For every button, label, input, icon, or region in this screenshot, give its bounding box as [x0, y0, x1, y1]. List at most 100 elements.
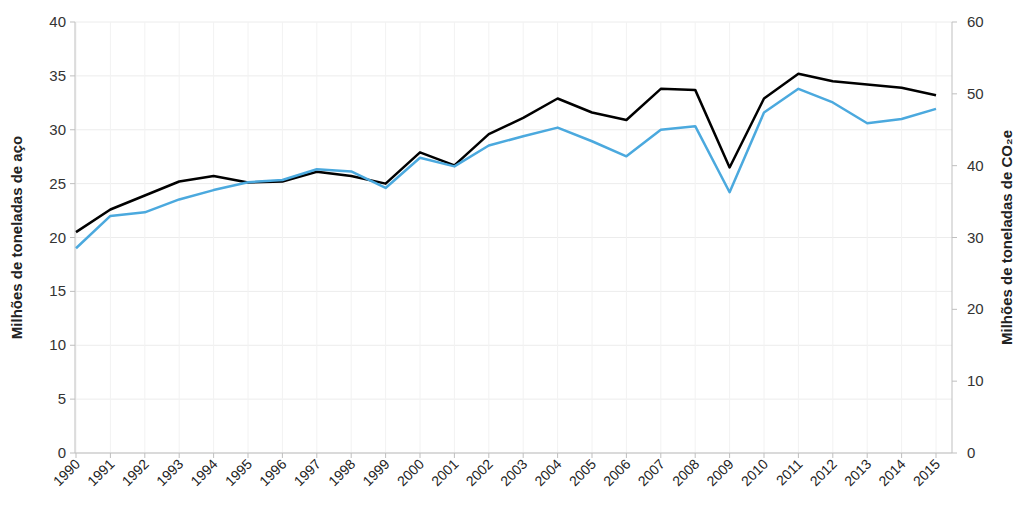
x-tick-label: 2007 — [635, 456, 668, 489]
x-tick-label: 2002 — [463, 456, 496, 489]
grid-line — [936, 22, 937, 453]
x-tick-label: 1992 — [119, 456, 152, 489]
grid-line — [75, 75, 952, 76]
grid-line — [75, 399, 952, 400]
tick — [523, 453, 524, 458]
tick — [70, 22, 75, 23]
x-tick-label: 2013 — [841, 456, 874, 489]
y2-tick-label: 40 — [967, 157, 984, 174]
x-tick-label: 2006 — [600, 456, 633, 489]
grid-line — [75, 453, 952, 454]
grid-line — [110, 22, 111, 453]
series-group — [76, 74, 936, 249]
grid-line — [385, 22, 386, 453]
y2-tick-label: 20 — [967, 300, 984, 317]
tick — [70, 183, 75, 184]
tick — [952, 381, 957, 382]
x-tick-label: 2009 — [703, 456, 736, 489]
tick — [952, 309, 957, 310]
grid-line — [420, 22, 421, 453]
grid-line — [75, 22, 952, 23]
y-tick-label: 15 — [49, 282, 66, 299]
tick — [952, 453, 957, 454]
tick — [70, 75, 75, 76]
tick — [454, 453, 455, 458]
x-tick-label: 1998 — [325, 456, 358, 489]
x-tick-label: 2004 — [531, 456, 564, 489]
grid-line — [351, 22, 352, 453]
grid-line — [523, 22, 524, 453]
tick — [316, 453, 317, 458]
tick — [695, 453, 696, 458]
tick — [488, 453, 489, 458]
x-tick-label: 2010 — [738, 456, 771, 489]
tick — [70, 237, 75, 238]
y2-tick-label: 50 — [967, 85, 984, 102]
tick — [70, 453, 75, 454]
tick — [70, 345, 75, 346]
x-axis — [75, 453, 952, 454]
x-tick-label: 1991 — [84, 456, 117, 489]
y2-tick-label: 10 — [967, 372, 984, 389]
y-tick-label: 10 — [49, 336, 66, 353]
grid-line — [316, 22, 317, 453]
y-tick-label: 25 — [49, 175, 66, 192]
y-tick-label: 35 — [49, 67, 66, 84]
tick — [76, 453, 77, 458]
x-tick-label: 1995 — [222, 456, 255, 489]
x-tick-label: 1990 — [50, 456, 83, 489]
tick — [213, 453, 214, 458]
grid-line — [592, 22, 593, 453]
grid-line — [213, 22, 214, 453]
x-tick-label: 2008 — [669, 456, 702, 489]
tick — [420, 453, 421, 458]
x-tick-label: 2012 — [807, 456, 840, 489]
tick — [832, 453, 833, 458]
tick — [282, 453, 283, 458]
y-tick-label: 5 — [58, 390, 66, 407]
grid-line — [488, 22, 489, 453]
tick — [952, 237, 957, 238]
grid-line — [75, 237, 952, 238]
tick — [592, 453, 593, 458]
x-tick-label: 2015 — [910, 456, 943, 489]
tick — [952, 93, 957, 94]
x-tick-label: 1993 — [153, 456, 186, 489]
grid-line — [75, 291, 952, 292]
tick — [385, 453, 386, 458]
grid-line — [248, 22, 249, 453]
grid-line — [557, 22, 558, 453]
grid-line — [76, 22, 77, 453]
grid-line — [454, 22, 455, 453]
tick — [248, 453, 249, 458]
tick — [901, 453, 902, 458]
tick — [70, 129, 75, 130]
x-tick-label: 1999 — [359, 456, 392, 489]
grid-line — [282, 22, 283, 453]
y-tick-label: 40 — [49, 13, 66, 30]
x-tick-label: 1996 — [256, 456, 289, 489]
tick — [557, 453, 558, 458]
tick — [626, 453, 627, 458]
tick — [110, 453, 111, 458]
tick — [952, 22, 957, 23]
chart: 0510152025303540010203040506019901991199… — [0, 0, 1024, 515]
grid-line — [798, 22, 799, 453]
y2-tick-label: 0 — [967, 444, 975, 461]
x-tick-label: 2000 — [394, 456, 427, 489]
x-tick-label: 1997 — [291, 456, 324, 489]
y-tick-label: 30 — [49, 121, 66, 138]
x-tick-label: 2005 — [566, 456, 599, 489]
tick — [70, 399, 75, 400]
y2-axis-title: Milhões de toneladas de CO₂e — [998, 130, 1015, 345]
series-line — [76, 74, 936, 232]
grid-line — [695, 22, 696, 453]
tick — [798, 453, 799, 458]
grid-line — [764, 22, 765, 453]
y-tick-label: 0 — [58, 444, 66, 461]
y-axis-title: Milhões de toneladas de aço — [8, 136, 25, 339]
y2-tick-label: 30 — [967, 229, 984, 246]
tick — [660, 453, 661, 458]
tick — [867, 453, 868, 458]
grid-line — [626, 22, 627, 453]
